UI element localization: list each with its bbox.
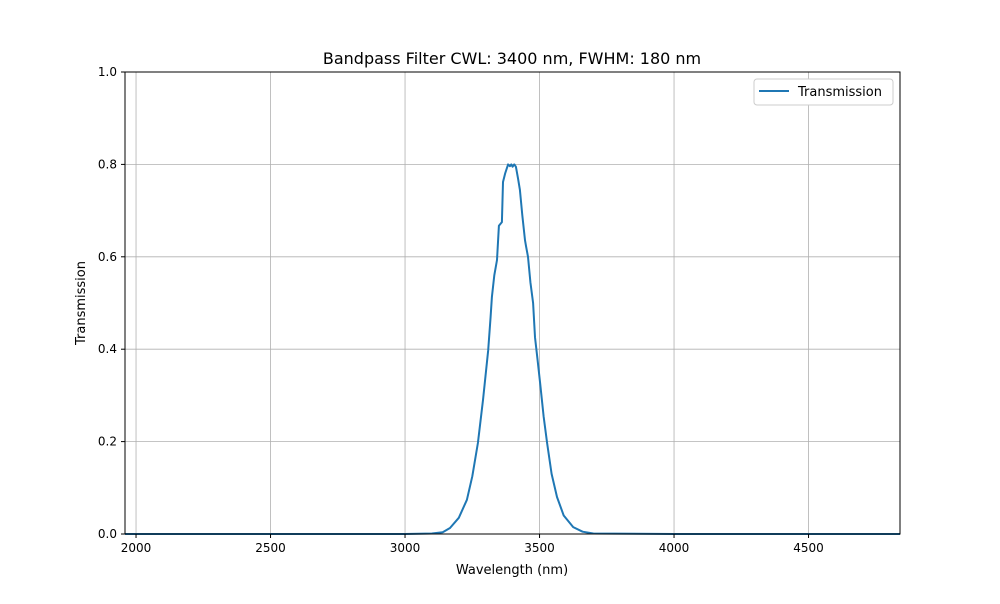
chart-title: Bandpass Filter CWL: 3400 nm, FWHM: 180 … [323,49,701,68]
series-line-transmission [125,163,900,535]
x-tick-label: 2000 [121,541,152,555]
plot-frame [124,71,901,535]
y-tick-label: 0.8 [98,157,117,171]
y-tick-label: 1.0 [98,65,117,79]
x-tick-label: 4000 [659,541,690,555]
legend: Transmission [753,78,894,106]
y-tick-label: 0.0 [98,527,117,541]
legend-label: Transmission [797,85,882,100]
y-tick-label: 0.6 [98,250,117,264]
y-axis-label: Transmission [74,261,89,346]
x-tick-label: 4500 [793,541,824,555]
y-tick-label: 0.2 [98,435,117,449]
x-axis-label: Wavelength (nm) [456,563,568,578]
y-tick-label: 0.4 [98,342,117,356]
ticks: 2000 2500 3000 3500 4000 4500 0.0 0.2 0.4 0.6 0.8 1… [98,65,824,555]
x-tick-label: 3500 [524,541,555,555]
x-tick-label: 3000 [390,541,421,555]
grid [125,71,900,535]
legend-box [753,78,894,106]
x-tick-label: 2500 [255,541,286,555]
series-layer [125,163,900,535]
